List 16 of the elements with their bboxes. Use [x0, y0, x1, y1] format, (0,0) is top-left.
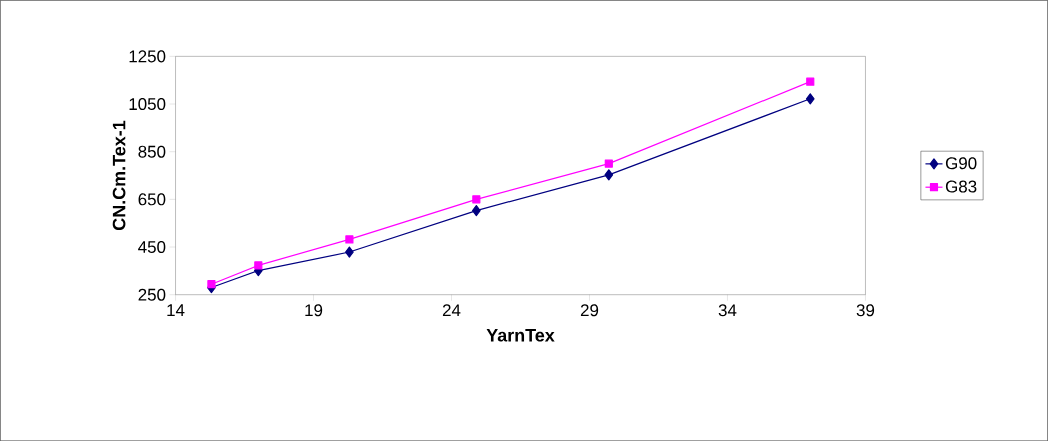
x-axis-title: YarnTex: [486, 328, 555, 342]
x-tick-label: 19: [305, 304, 323, 317]
x-tick-label: 14: [167, 304, 185, 316]
x-tick-label: 29: [580, 304, 599, 317]
y-tick-label: 1050: [129, 97, 166, 110]
y-tick-label: 250: [138, 288, 166, 301]
y-tick-label: 650: [138, 193, 166, 206]
legend-label: G83: [945, 180, 977, 193]
legend-label: G90: [945, 157, 977, 170]
x-tick-label: 24: [442, 304, 461, 316]
y-tick-label: 450: [138, 240, 166, 253]
y-tick-label: 1250: [129, 50, 166, 63]
x-tick-label: 39: [856, 304, 875, 317]
x-tick-label: 34: [718, 304, 737, 317]
y-tick-label: 850: [138, 145, 166, 158]
y-axis-title: CN.Cm.Tex-1: [112, 120, 126, 230]
